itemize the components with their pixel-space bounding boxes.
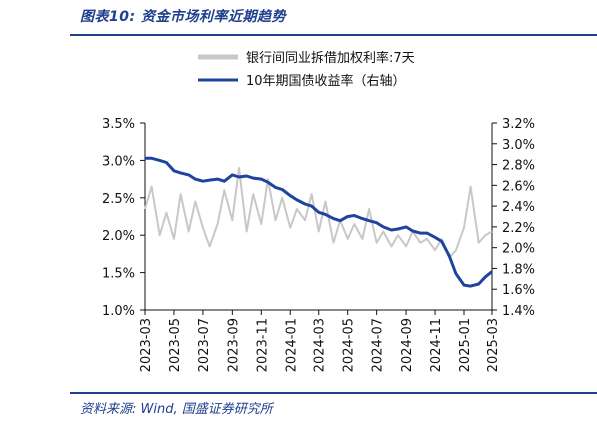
x-tick-label: 2024-03 <box>313 318 328 372</box>
source-note: 资料来源: Wind, 国盛证券研究所 <box>80 402 273 417</box>
legend-label-bond: 10年期国债收益率（右轴） <box>246 73 406 89</box>
figure-title: 图表10: 资金市场利率近期趋势 <box>80 9 286 25</box>
x-tick-label: 2024-07 <box>371 318 386 372</box>
right-tick-label: 2.4% <box>502 200 535 215</box>
left-tick-label: 1.0% <box>102 304 135 319</box>
left-tick-label: 2.5% <box>102 192 135 207</box>
right-tick-label: 2.6% <box>502 179 535 194</box>
series-line-10y-bond <box>145 156 493 288</box>
top-rule <box>70 34 597 36</box>
x-tick-label: 2023-07 <box>197 318 212 372</box>
bottom-rule <box>70 392 597 394</box>
legend-label-rate: 银行间同业拆借加权利率:7天 <box>246 50 415 66</box>
x-tick-label: 2024-09 <box>400 318 415 372</box>
x-tick-label: 2024-11 <box>429 318 444 372</box>
right-tick-label: 2.2% <box>502 221 535 236</box>
legend: 银行间同业拆借加权利率:7天 10年期国债收益率（右轴） <box>198 50 415 89</box>
left-tick-label: 2.0% <box>102 229 135 244</box>
x-tick-label: 2025-03 <box>486 318 501 372</box>
x-tick-label: 2024-01 <box>284 318 299 372</box>
left-tick-label: 3.5% <box>102 117 135 132</box>
right-tick-label: 3.0% <box>502 138 535 153</box>
right-tick-label: 2.8% <box>502 159 535 174</box>
right-tick-label: 3.2% <box>502 117 535 132</box>
x-tick-label: 2023-11 <box>255 318 270 372</box>
right-tick-label: 1.8% <box>502 262 535 277</box>
x-tick-label: 2025-01 <box>458 318 473 372</box>
left-tick-label: 1.5% <box>102 267 135 282</box>
x-tick-label: 2024-05 <box>342 318 357 372</box>
plot-area: 1.0% 1.5% 2.0% 2.5% 3.0% 3.5% 1.4% 1.6% 1.8% 2.0%… <box>102 117 535 372</box>
x-tick-label: 2023-03 <box>139 318 154 372</box>
right-tick-label: 2.0% <box>502 242 535 257</box>
right-tick-label: 1.6% <box>502 283 535 298</box>
right-tick-label: 1.4% <box>502 304 535 319</box>
series-line-interbank-7d <box>144 166 493 259</box>
x-tick-label: 2023-09 <box>226 318 241 372</box>
left-tick-label: 3.0% <box>102 154 135 169</box>
x-tick-label: 2023-05 <box>168 318 183 372</box>
